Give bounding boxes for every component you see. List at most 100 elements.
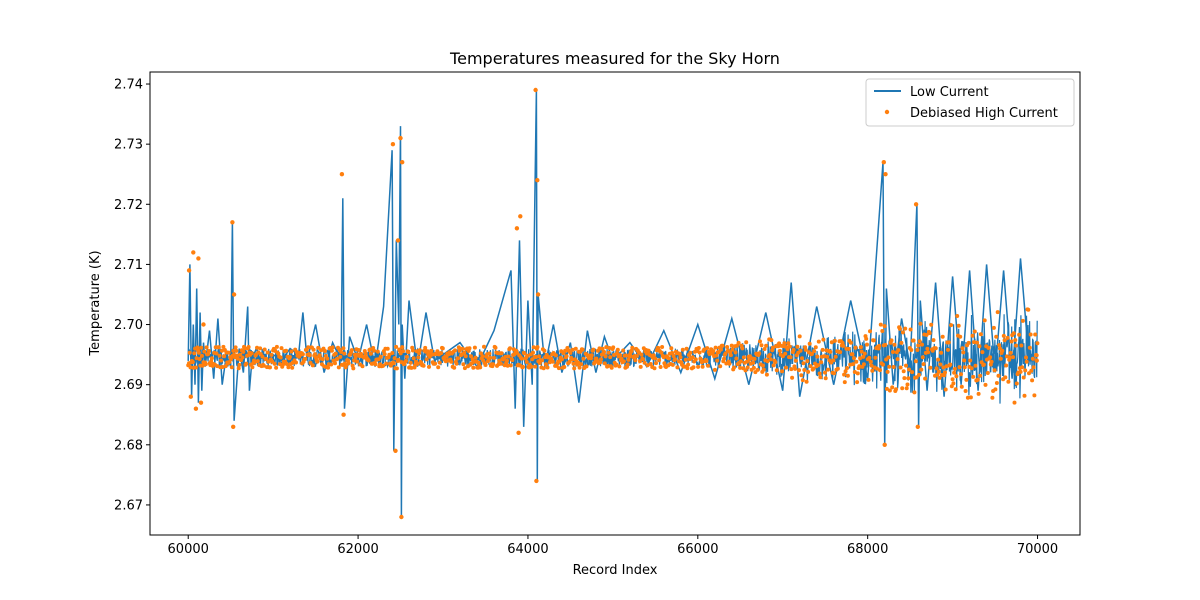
high-current-noise-point [924, 332, 929, 337]
x-axis-label: Record Index [573, 563, 658, 578]
high-current-noise-point [921, 362, 926, 367]
legend-label-debiased-high-current: Debiased High Current [910, 106, 1058, 121]
high-current-noise-point [1020, 318, 1025, 323]
high-current-noise-point [889, 338, 894, 343]
high-current-noise-point [917, 339, 922, 344]
high-current-noise-point [954, 374, 959, 379]
high-current-noise-point [970, 333, 975, 338]
high-current-noise-point [820, 347, 825, 352]
high-current-noise-point [506, 354, 511, 359]
high-current-noise-point [603, 354, 608, 359]
high-current-noise-point [916, 343, 921, 348]
high-current-noise-point [287, 355, 292, 359]
high-current-noise-point [944, 364, 949, 369]
high-current-noise-point [417, 351, 422, 356]
high-current-noise-point [732, 365, 736, 370]
high-current-noise-point [390, 351, 395, 355]
high-current-noise-point [997, 343, 1002, 348]
high-current-noise-point [866, 377, 871, 382]
high-current-noise-point [492, 355, 496, 360]
high-current-noise-point [780, 369, 785, 374]
high-current-noise-point [926, 350, 931, 355]
high-current-point [400, 160, 405, 165]
high-current-noise-point [329, 348, 334, 353]
high-current-noise-point [973, 363, 978, 368]
high-current-noise-point [841, 343, 846, 348]
high-current-point [533, 87, 538, 93]
high-current-noise-point [1004, 354, 1009, 359]
high-current-noise-point [816, 339, 821, 344]
high-current-noise-point [498, 361, 503, 366]
high-current-noise-point [1017, 332, 1022, 337]
high-current-noise-point [995, 310, 1000, 315]
high-current-noise-point [626, 357, 631, 362]
high-current-noise-point [238, 352, 243, 357]
high-current-noise-point [394, 344, 399, 349]
high-current-noise-point [329, 362, 334, 367]
high-current-noise-point [234, 348, 239, 353]
high-current-noise-point [825, 354, 830, 359]
high-current-noise-point [998, 356, 1003, 361]
high-current-point [186, 268, 192, 273]
high-current-noise-point [823, 376, 828, 381]
high-current-noise-point [456, 356, 460, 361]
high-current-noise-point [968, 358, 973, 363]
high-current-noise-point [264, 356, 269, 361]
high-current-noise-point [909, 348, 914, 352]
high-current-noise-point [510, 358, 515, 363]
high-current-noise-point [278, 355, 283, 360]
high-current-noise-point [1014, 343, 1018, 348]
high-current-noise-point [789, 367, 794, 372]
high-current-noise-point [482, 344, 486, 349]
high-current-noise-point [948, 362, 953, 367]
high-current-noise-point [965, 395, 970, 400]
high-current-noise-point [931, 338, 936, 343]
high-current-noise-point [599, 357, 603, 362]
axes-frame [149, 71, 1081, 536]
high-current-noise-point [807, 341, 812, 346]
high-current-noise-point [854, 359, 859, 364]
y-tick-label: 2.74 [114, 78, 143, 93]
high-current-noise-point [641, 357, 645, 362]
high-current-noise-point [729, 343, 734, 348]
high-current-noise-point [691, 365, 696, 370]
high-current-noise-point [202, 349, 207, 354]
legend-label-low-current: Low Current [910, 85, 989, 100]
high-current-noise-point [255, 359, 260, 364]
high-current-noise-point [427, 364, 431, 369]
high-current-noise-point [659, 350, 664, 355]
high-current-noise-point [728, 353, 733, 358]
high-current-noise-point [579, 362, 584, 367]
high-current-noise-point [755, 367, 760, 372]
high-current-noise-point [1023, 368, 1028, 373]
high-current-noise-point [204, 345, 209, 350]
high-current-noise-point [452, 365, 457, 370]
high-current-noise-point [840, 340, 845, 345]
high-current-noise-point [850, 352, 855, 357]
high-current-noise-point [771, 363, 776, 368]
high-current-noise-point [190, 360, 195, 364]
high-current-noise-point [313, 352, 318, 357]
high-current-noise-point [410, 348, 415, 353]
high-current-noise-point [943, 370, 947, 375]
high-current-noise-point [433, 361, 438, 366]
high-current-noise-point [335, 356, 340, 361]
high-current-noise-point [215, 364, 220, 369]
high-current-noise-point [521, 364, 525, 369]
high-current-noise-point [604, 345, 609, 350]
high-current-noise-point [723, 351, 728, 356]
high-current-noise-point [193, 365, 198, 370]
high-current-noise-point [473, 355, 478, 360]
high-current-noise-point [203, 362, 208, 367]
high-current-noise-point [819, 360, 824, 365]
high-current-noise-point [906, 376, 911, 381]
high-current-noise-point [648, 362, 653, 366]
high-current-noise-point [226, 350, 231, 355]
high-current-noise-point [831, 358, 836, 363]
high-current-noise-point [417, 348, 422, 353]
y-axis-label: Temperature (K) [88, 250, 103, 356]
high-current-noise-point [235, 353, 240, 358]
high-current-noise-point [220, 365, 225, 369]
high-current-noise-point [745, 365, 750, 370]
high-current-noise-point [716, 350, 721, 355]
